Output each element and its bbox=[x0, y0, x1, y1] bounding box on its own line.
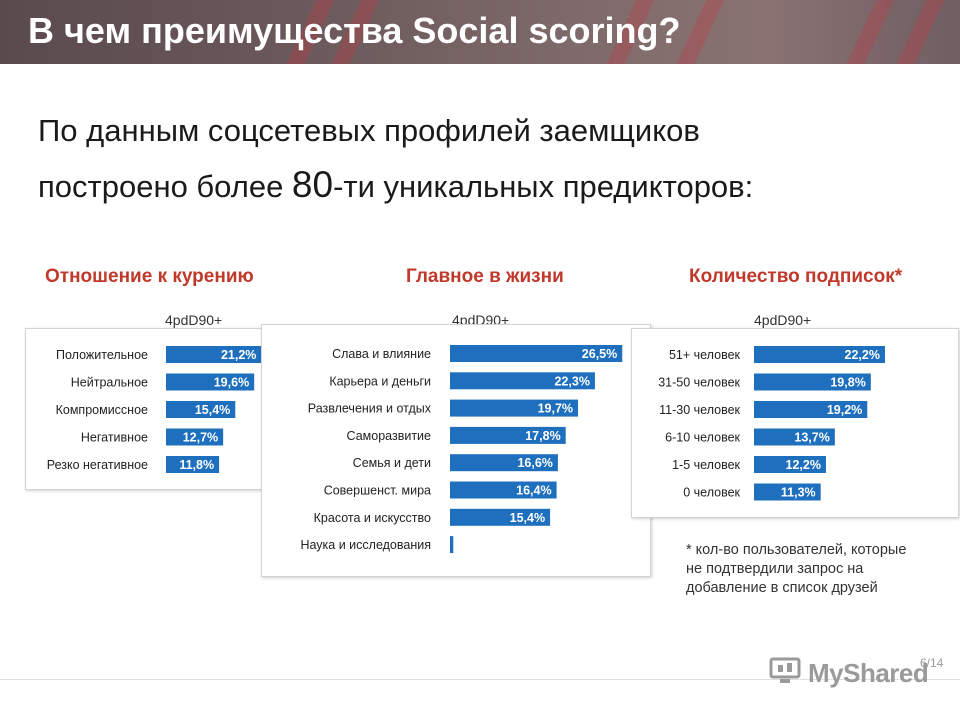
subscriptions-value-label: 13,7% bbox=[794, 431, 829, 445]
subscriptions-category-label: 31-50 человек bbox=[658, 376, 740, 390]
life-priority-value-label: 22,3% bbox=[554, 374, 589, 388]
footnote: * кол-во пользователей, которые не подтв… bbox=[686, 542, 907, 596]
subscriptions-bar bbox=[754, 456, 826, 473]
smoking-bar bbox=[166, 346, 262, 363]
smoking-category-label: Нейтральное bbox=[71, 376, 148, 390]
life-priority-value-label: 17,8% bbox=[525, 429, 560, 443]
life-priority-bar bbox=[450, 399, 579, 417]
chart-title-subscriptions: Количество подписок* bbox=[689, 266, 903, 287]
subscriptions-category-label: 51+ человек bbox=[669, 348, 741, 362]
subscriptions-category-label: 6-10 человек bbox=[665, 431, 740, 445]
subtitle-line-2-pre: построено более bbox=[38, 169, 292, 204]
subscriptions-category-label: 1-5 человек bbox=[672, 458, 740, 472]
life-priority-category-label: Совершенст. мира bbox=[324, 484, 431, 498]
subscriptions-value-label: 19,8% bbox=[830, 376, 865, 390]
subscriptions-value-label: 12,2% bbox=[786, 458, 821, 472]
subtitle-line-2-post: -ти уникальных предикторов: bbox=[333, 169, 754, 204]
logo: MyShared bbox=[768, 655, 929, 691]
subscriptions-bar bbox=[754, 346, 885, 363]
chart-subscriptions: 51+ человек 22,2% 31-50 человек 19,8% 11-30 … bbox=[631, 328, 959, 518]
subtitle-line-2: построено более 80-ти уникальных предикт… bbox=[38, 158, 918, 214]
smoking-bar bbox=[166, 373, 255, 391]
smoking-value-label: 12,7% bbox=[183, 431, 218, 445]
chart-title-life-priority: Главное в жизни bbox=[406, 266, 564, 287]
bottom-divider bbox=[0, 679, 960, 680]
chart-smoking: Положительное 21,2% Нейтральное 19,6% Компро… bbox=[25, 328, 263, 490]
chart-subscriptions-svg: 51+ человек 22,2% 31-50 человек 19,8% 11-30 … bbox=[658, 346, 885, 501]
subscriptions-bar bbox=[754, 483, 821, 501]
subscriptions-category-label: 11-30 человек bbox=[659, 403, 740, 417]
smoking-value-label: 21,2% bbox=[221, 348, 256, 362]
subscriptions-category-label: 0 человек bbox=[683, 486, 740, 500]
life-priority-category-label: Семья и дети bbox=[353, 456, 431, 470]
slide-title: В чем преимущества Social scoring? bbox=[28, 10, 681, 51]
smoking-bar bbox=[166, 428, 224, 446]
smoking-category-label: Компромиссное bbox=[56, 403, 148, 417]
subscriptions-bar bbox=[754, 428, 835, 446]
chart-life-priority-svg: Слава и влияние 26,5% Карьера и деньги 22,3… bbox=[300, 345, 623, 554]
life-priority-category-label: Развлечения и отдых bbox=[308, 402, 432, 416]
title-bar: В чем преимущества Social scoring? bbox=[0, 0, 960, 64]
life-priority-bar bbox=[450, 481, 557, 499]
life-priority-category-label: Саморазвитие bbox=[347, 429, 431, 443]
chart-life-priority: Слава и влияние 26,5% Карьера и деньги 22,3… bbox=[261, 324, 651, 577]
smoking-value-label: 11,8% bbox=[179, 458, 214, 472]
predictor-count: 80 bbox=[291, 164, 334, 205]
chart-tag-smoking: 4pdD90+ bbox=[165, 312, 223, 328]
life-priority-bar bbox=[450, 454, 558, 472]
life-priority-category-label: Слава и влияние bbox=[332, 347, 431, 361]
subscriptions-bar bbox=[754, 401, 868, 418]
subscriptions-value-label: 22,2% bbox=[845, 348, 880, 362]
life-priority-category-label: Карьера и деньги bbox=[329, 374, 431, 388]
smoking-bar bbox=[166, 401, 236, 418]
life-priority-bar bbox=[450, 508, 551, 526]
smoking-category-label: Резко негативное bbox=[47, 458, 148, 472]
life-priority-value-label: 26,5% bbox=[582, 347, 617, 361]
subscriptions-bar bbox=[754, 373, 871, 391]
life-priority-bar bbox=[450, 372, 595, 390]
smoking-value-label: 19,6% bbox=[214, 376, 249, 390]
life-priority-value-label: 19,7% bbox=[538, 402, 573, 416]
logo-icon bbox=[768, 656, 802, 691]
life-priority-bar bbox=[450, 536, 454, 554]
slide-subtitle: По данным соцсетевых профилей заемщиков … bbox=[38, 104, 918, 214]
subscriptions-value-label: 11,3% bbox=[781, 486, 816, 500]
smoking-value-label: 15,4% bbox=[195, 403, 230, 417]
life-priority-value-label: 15,4% bbox=[510, 511, 545, 525]
smoking-bar bbox=[166, 456, 220, 473]
life-priority-value-label: 16,4% bbox=[516, 484, 551, 498]
smoking-category-label: Положительное bbox=[56, 348, 148, 362]
chart-smoking-svg: Положительное 21,2% Нейтральное 19,6% Компро… bbox=[47, 346, 262, 473]
chart-tag-subscriptions: 4pdD90+ bbox=[754, 312, 812, 328]
chart-title-smoking: Отношение к курению bbox=[45, 266, 254, 287]
subtitle-line-1: По данным соцсетевых профилей заемщиков bbox=[38, 113, 700, 148]
smoking-category-label: Негативное bbox=[81, 431, 148, 445]
subscriptions-value-label: 19,2% bbox=[827, 403, 862, 417]
page-number: 6/14 bbox=[920, 656, 944, 670]
life-priority-category-label: Красота и искусство bbox=[314, 511, 431, 525]
life-priority-bar bbox=[450, 426, 566, 444]
life-priority-bar bbox=[450, 345, 623, 362]
life-priority-value-label: 16,6% bbox=[517, 456, 552, 470]
logo-text: MyShared bbox=[808, 657, 929, 688]
life-priority-category-label: Наука и исследования bbox=[300, 538, 431, 552]
